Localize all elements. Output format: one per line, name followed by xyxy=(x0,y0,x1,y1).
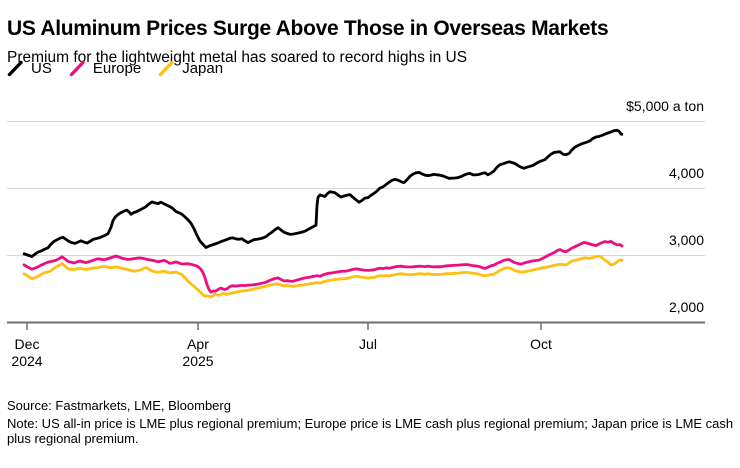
y-axis-label-3000: 3,000 xyxy=(668,231,704,248)
legend-label-us: US xyxy=(31,60,52,77)
legend-label-europe: Europe xyxy=(92,60,142,77)
series-line-us xyxy=(22,128,624,258)
price-chart xyxy=(7,121,705,330)
chart-title: US Aluminum Prices Surge Above Those in … xyxy=(7,17,609,41)
y-axis-label-4000: 4,000 xyxy=(668,164,704,181)
x-axis-label-jul: Jul xyxy=(359,336,377,352)
x-axis-label-apr-2025: Apr 2025 xyxy=(182,336,214,369)
series-line-europe xyxy=(22,239,624,294)
x-axis-label-dec-2024: Dec 2024 xyxy=(11,336,43,369)
us-line-swatch-icon xyxy=(7,60,23,77)
europe-line-swatch-icon xyxy=(69,60,85,77)
x-axis-label-oct: Oct xyxy=(530,336,552,352)
chart-subtitle: Premium for the lightweight metal has so… xyxy=(7,48,468,66)
source-line: Source: Fastmarkets, LME, Bloomberg xyxy=(7,398,231,413)
y-axis-label-5000: $5,000 a ton xyxy=(626,97,704,114)
legend-item-europe: Europe xyxy=(69,60,141,77)
series-line-japan xyxy=(22,254,624,299)
legend-label-japan: Japan xyxy=(182,60,224,77)
japan-line-swatch-icon xyxy=(159,60,174,77)
chart-footer: Source: Fastmarkets, LME, Bloomberg Note… xyxy=(7,398,734,447)
legend-item-us: US xyxy=(7,60,52,77)
legend: US Europe Japan xyxy=(7,60,223,77)
note-line: Note: US all-in price is LME plus region… xyxy=(7,415,734,447)
y-axis-label-2000: 2,000 xyxy=(668,298,704,315)
legend-item-japan: Japan xyxy=(158,60,223,77)
